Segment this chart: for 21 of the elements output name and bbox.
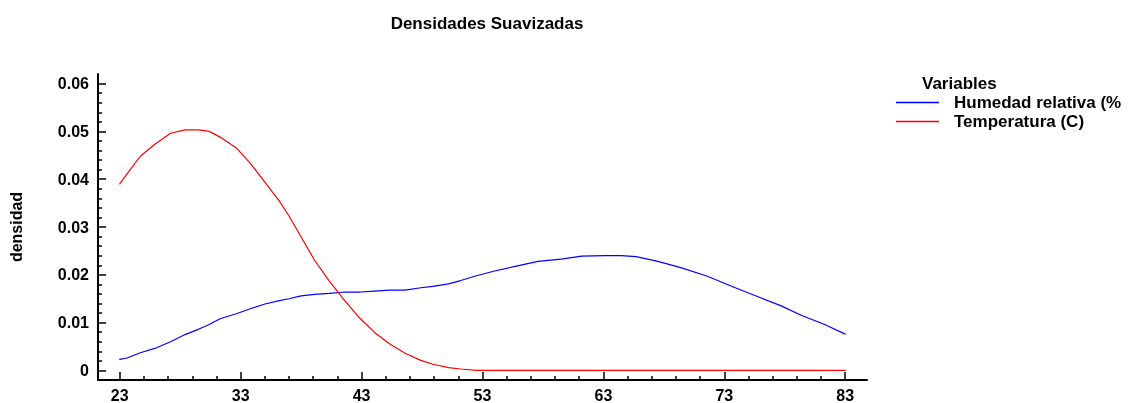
- y-tick-label: 0: [80, 361, 90, 379]
- legend-title: Variables: [922, 74, 997, 93]
- line-series: [119, 255, 846, 361]
- x-tick-label: 53: [473, 386, 492, 403]
- x-tick-label: 83: [836, 386, 855, 403]
- x-tick-label: 43: [352, 386, 371, 403]
- y-axis-title: densidad: [7, 191, 25, 263]
- chart-title: Densidades Suavizadas: [390, 14, 584, 33]
- x-tick-label: 33: [231, 386, 250, 403]
- x-tick-label: 63: [594, 386, 613, 403]
- legend-label: Humedad relativa (%: [954, 93, 1122, 112]
- y-tick-label: 0.01: [57, 314, 90, 332]
- line-series: [119, 129, 846, 372]
- y-tick-label: 0.06: [57, 75, 90, 93]
- y-tick-label: 0.03: [57, 218, 90, 236]
- legend-label: Temperatura (C): [954, 112, 1085, 131]
- x-tick-label: 73: [715, 386, 734, 403]
- y-tick-label: 0.05: [57, 122, 90, 140]
- y-tick-label: 0.04: [57, 170, 90, 188]
- x-tick-label: 23: [110, 386, 129, 403]
- y-tick-label: 0.02: [57, 266, 90, 284]
